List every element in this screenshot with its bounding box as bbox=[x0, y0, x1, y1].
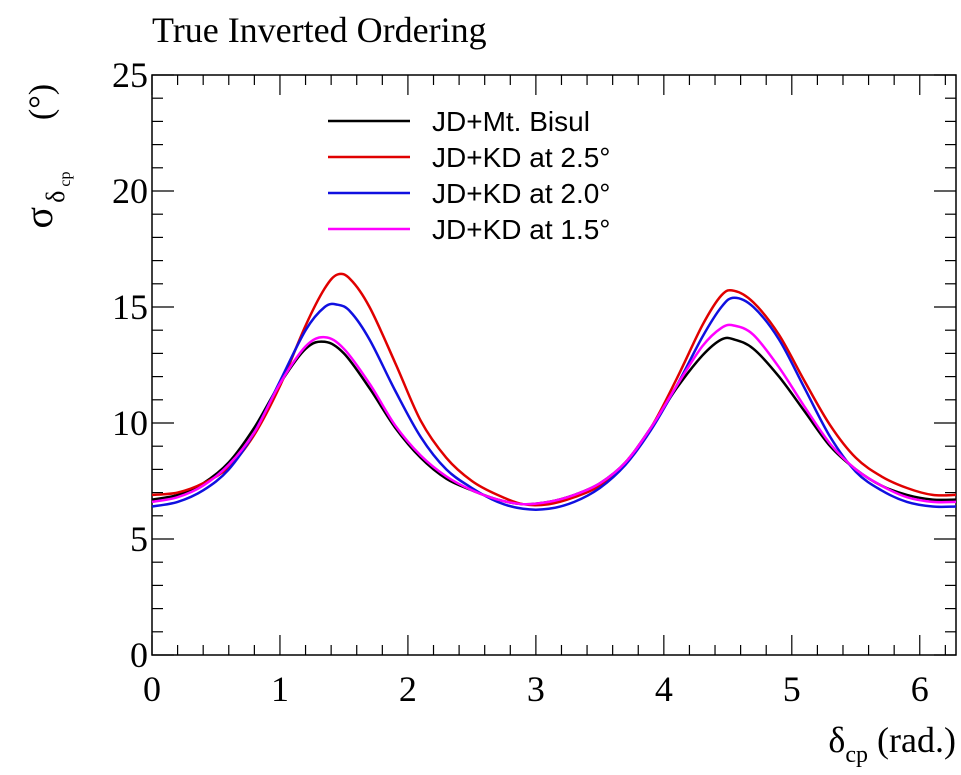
legend-label-1: JD+KD at 2.5° bbox=[432, 142, 611, 173]
y-label-sub1: δ bbox=[41, 191, 70, 203]
series-layer bbox=[151, 272, 957, 511]
x-tick-label: 1 bbox=[271, 669, 289, 709]
tick-layer: 0 1 2 3 4 5 6 0 5 10 15 20 25 bbox=[112, 55, 956, 709]
y-tick-label: 10 bbox=[112, 403, 148, 443]
legend-label-2: JD+KD at 2.0° bbox=[432, 178, 611, 209]
series-line-0 bbox=[151, 336, 957, 506]
y-tick-label: 5 bbox=[130, 519, 148, 559]
x-tick-label: 5 bbox=[783, 669, 801, 709]
legend-label-3: JD+KD at 1.5° bbox=[432, 214, 611, 245]
y-axis-label: σ δ cp (°) bbox=[16, 84, 74, 229]
y-tick-label: 0 bbox=[130, 635, 148, 675]
x-axis-label: δcp (rad.) bbox=[828, 720, 956, 768]
x-tick-label: 6 bbox=[911, 669, 929, 709]
x-tick-label: 4 bbox=[655, 669, 673, 709]
y-label-suffix: (°) bbox=[23, 84, 60, 120]
series-line-1 bbox=[151, 272, 957, 507]
x-tick-label: 2 bbox=[399, 669, 417, 709]
y-label-sub2: cp bbox=[57, 172, 74, 187]
plot-frame bbox=[151, 74, 957, 656]
y-tick-label: 20 bbox=[112, 171, 148, 211]
series-line-2 bbox=[151, 296, 957, 511]
x-tick-label: 0 bbox=[143, 669, 161, 709]
legend-label-0: JD+Mt. Bisul bbox=[432, 106, 590, 137]
x-label-suffix: (rad.) bbox=[868, 720, 956, 760]
x-label-main: δ bbox=[828, 720, 845, 760]
chart-title: True Inverted Ordering bbox=[152, 10, 487, 50]
x-tick-label: 3 bbox=[527, 669, 545, 709]
x-label-sub: cp bbox=[845, 742, 868, 768]
y-label-main: σ bbox=[16, 207, 61, 229]
series-line-3 bbox=[151, 323, 957, 506]
y-tick-label: 15 bbox=[112, 287, 148, 327]
y-tick-label: 25 bbox=[112, 55, 148, 95]
svg-text:σ δ cp: σ δ cp bbox=[16, 172, 74, 229]
legend: JD+Mt. Bisul JD+KD at 2.5° JD+KD at 2.0° JD… bbox=[328, 106, 611, 245]
